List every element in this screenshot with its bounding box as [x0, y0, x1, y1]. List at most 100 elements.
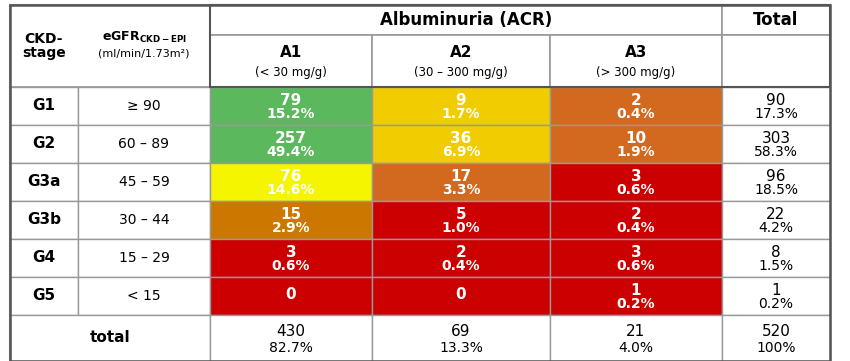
Text: 0.4%: 0.4%: [617, 107, 655, 121]
Text: ≥ 90: ≥ 90: [128, 99, 161, 113]
Bar: [722, 201, 830, 239]
Text: 82.7%: 82.7%: [269, 341, 313, 355]
Text: (30 – 300 mg/g): (30 – 300 mg/g): [414, 66, 507, 79]
Bar: [372, 201, 550, 239]
Text: 9: 9: [456, 93, 467, 108]
Bar: [210, 35, 372, 87]
Text: G4: G4: [32, 251, 55, 265]
Bar: [372, 277, 550, 315]
Text: 0.4%: 0.4%: [442, 259, 480, 273]
Bar: [722, 87, 830, 125]
Text: 2: 2: [631, 93, 642, 108]
Text: 1: 1: [771, 283, 781, 298]
Text: 0.4%: 0.4%: [617, 221, 655, 235]
Bar: [722, 277, 830, 315]
Bar: [550, 277, 722, 315]
Bar: [210, 5, 830, 87]
Text: 1: 1: [631, 283, 641, 298]
Bar: [78, 277, 210, 315]
Text: 0: 0: [456, 287, 467, 301]
Bar: [550, 163, 722, 201]
Bar: [10, 87, 78, 125]
Text: 303: 303: [762, 131, 790, 146]
Bar: [210, 239, 372, 277]
Bar: [10, 163, 78, 201]
Bar: [10, 239, 78, 277]
Text: 4.2%: 4.2%: [758, 221, 794, 235]
Text: 3.3%: 3.3%: [442, 183, 480, 197]
Bar: [210, 5, 722, 35]
Bar: [372, 163, 550, 201]
Text: 2: 2: [456, 245, 467, 260]
Bar: [10, 315, 210, 361]
Text: 60 – 89: 60 – 89: [118, 137, 169, 151]
Text: eGFR$_{\mathregular{CKD-EPI}}$: eGFR$_{\mathregular{CKD-EPI}}$: [101, 30, 186, 44]
Text: 18.5%: 18.5%: [754, 183, 798, 197]
Text: 15 – 29: 15 – 29: [118, 251, 169, 265]
Bar: [722, 163, 830, 201]
Bar: [372, 87, 550, 125]
Bar: [372, 125, 550, 163]
Text: 0.6%: 0.6%: [617, 259, 655, 273]
Bar: [78, 201, 210, 239]
Text: 0.2%: 0.2%: [617, 297, 655, 311]
Bar: [78, 239, 210, 277]
Text: G2: G2: [32, 136, 55, 152]
Bar: [78, 125, 210, 163]
Text: G5: G5: [32, 288, 55, 304]
Text: 2.9%: 2.9%: [272, 221, 310, 235]
Bar: [78, 87, 210, 125]
Text: 8: 8: [771, 245, 781, 260]
Bar: [722, 35, 830, 87]
Text: CKD-: CKD-: [25, 32, 63, 46]
Text: Total: Total: [753, 11, 799, 29]
Text: 257: 257: [275, 131, 307, 146]
Bar: [550, 87, 722, 125]
Bar: [210, 277, 372, 315]
Bar: [210, 315, 372, 361]
Text: 3: 3: [286, 245, 297, 260]
Text: 0.2%: 0.2%: [758, 297, 794, 311]
Text: 58.3%: 58.3%: [754, 145, 798, 159]
Text: (< 30 mg/g): (< 30 mg/g): [255, 66, 327, 79]
Text: 1.0%: 1.0%: [442, 221, 480, 235]
Text: 1.5%: 1.5%: [758, 259, 794, 273]
Bar: [550, 239, 722, 277]
Bar: [722, 5, 830, 35]
Text: 2: 2: [631, 207, 642, 222]
Text: 6.9%: 6.9%: [442, 145, 480, 159]
Text: 45 – 59: 45 – 59: [119, 175, 169, 189]
Text: 100%: 100%: [756, 341, 796, 355]
Bar: [550, 201, 722, 239]
Bar: [210, 87, 372, 125]
Text: 15.2%: 15.2%: [267, 107, 315, 121]
Text: 1.9%: 1.9%: [617, 145, 655, 159]
Bar: [210, 125, 372, 163]
Bar: [722, 239, 830, 277]
Text: 13.3%: 13.3%: [439, 341, 483, 355]
Text: 17: 17: [450, 169, 472, 184]
Bar: [550, 125, 722, 163]
Text: 49.4%: 49.4%: [267, 145, 315, 159]
Text: 0: 0: [286, 287, 297, 301]
Bar: [78, 163, 210, 201]
Bar: [372, 35, 550, 87]
Bar: [722, 125, 830, 163]
Text: G3a: G3a: [27, 174, 60, 190]
Text: < 15: < 15: [128, 289, 161, 303]
Text: G3b: G3b: [27, 213, 61, 227]
Text: 5: 5: [456, 207, 467, 222]
Bar: [372, 239, 550, 277]
Text: stage: stage: [22, 46, 66, 60]
Text: 3: 3: [631, 245, 641, 260]
Bar: [210, 163, 372, 201]
Text: (ml/min/1.73m²): (ml/min/1.73m²): [99, 49, 190, 59]
Text: 0.6%: 0.6%: [272, 259, 310, 273]
Text: 3: 3: [631, 169, 641, 184]
Text: 79: 79: [280, 93, 302, 108]
Text: 1.7%: 1.7%: [442, 107, 480, 121]
Text: Albuminuria (ACR): Albuminuria (ACR): [380, 11, 552, 29]
Text: A1: A1: [280, 45, 302, 60]
Text: 15: 15: [280, 207, 302, 222]
Text: G1: G1: [32, 99, 55, 113]
